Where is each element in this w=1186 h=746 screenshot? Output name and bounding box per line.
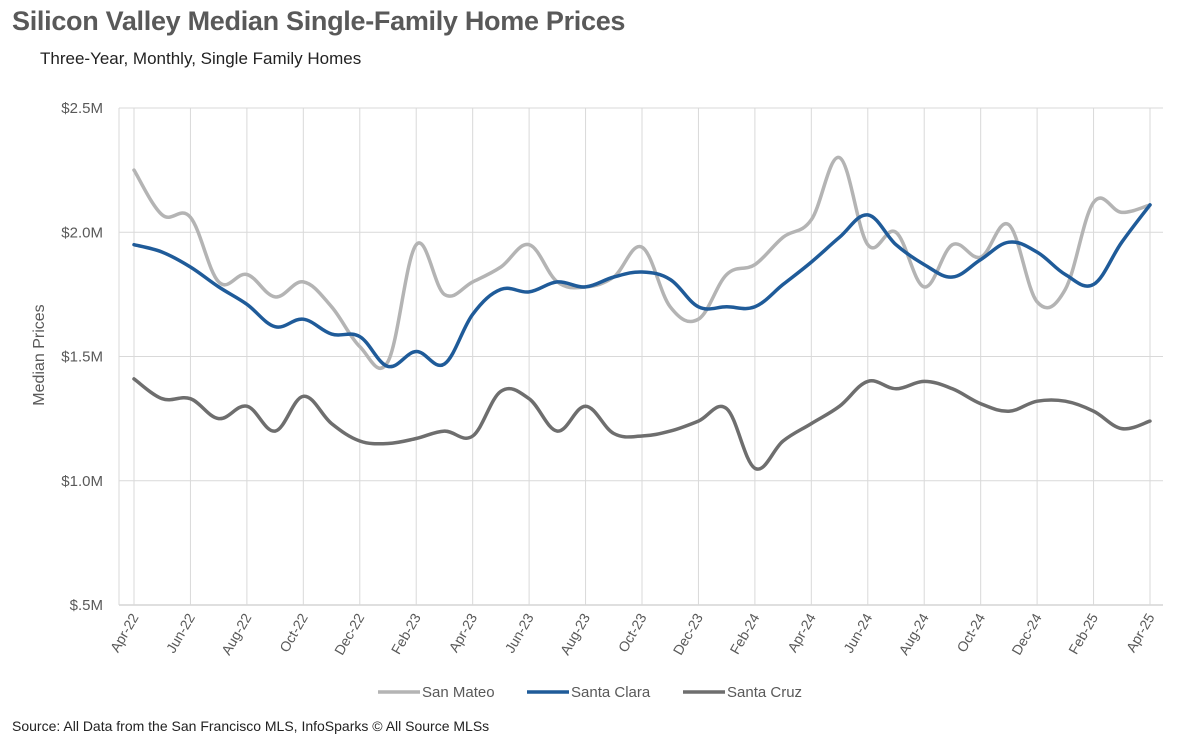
legend-item: Santa Cruz <box>683 684 802 701</box>
x-tick-label: Aug-24 <box>895 610 932 657</box>
x-tick-label: Apr-22 <box>107 610 142 655</box>
x-tick-label: Dec-23 <box>670 610 707 657</box>
x-tick-label: Oct-22 <box>276 610 311 655</box>
series-line-san-mateo <box>132 155 1152 371</box>
x-axis-ticks: Apr-22 Jun-22 Aug-22 Oct-22 Dec-22 Feb-23 Apr-… <box>107 610 1158 657</box>
legend-label: Santa Cruz <box>727 684 802 701</box>
y-tick-label: $1.0M <box>61 473 103 490</box>
y-tick-label: $2.5M <box>61 100 103 117</box>
source-note: Source: All Data from the San Francisco … <box>12 718 490 734</box>
x-tick-label: Apr-24 <box>784 610 819 655</box>
legend-label: Santa Clara <box>571 684 651 701</box>
x-tick-label: Feb-23 <box>388 610 424 657</box>
legend-label: San Mateo <box>422 684 495 701</box>
series-line-santa-cruz <box>132 377 1152 471</box>
x-tick-label: Jun-23 <box>501 610 536 655</box>
x-tick-label: Apr-23 <box>445 610 480 655</box>
legend-item: Santa Clara <box>527 684 651 701</box>
x-tick-label: Dec-22 <box>331 610 368 657</box>
x-tick-label: Feb-25 <box>1065 610 1101 657</box>
chart-title: Silicon Valley Median Single-Family Home… <box>12 6 626 36</box>
x-tick-label: Dec-24 <box>1008 610 1045 657</box>
legend-item: San Mateo <box>378 684 495 701</box>
x-tick-label: Oct-24 <box>953 610 988 655</box>
x-tick-label: Aug-22 <box>218 610 255 657</box>
y-tick-label: $2.0M <box>61 224 103 241</box>
y-axis-label: Median Prices <box>31 304 48 405</box>
y-tick-label: $1.5M <box>61 349 103 366</box>
x-tick-label: Oct-23 <box>615 610 650 655</box>
series-lines <box>132 155 1152 471</box>
x-tick-label: Jun-24 <box>840 610 875 655</box>
x-tick-label: Aug-23 <box>557 610 594 657</box>
x-tick-label: Apr-25 <box>1123 610 1158 655</box>
y-axis-ticks: $.5M $1.0M $1.5M $2.0M $2.5M <box>61 100 103 614</box>
x-tick-label: Jun-22 <box>163 610 198 655</box>
x-tick-label: Feb-24 <box>726 610 762 657</box>
series-line-santa-clara <box>132 203 1152 369</box>
legend: San Mateo Santa Clara Santa Cruz <box>378 684 802 701</box>
chart-subtitle: Three-Year, Monthly, Single Family Homes <box>40 49 362 68</box>
gridlines <box>118 107 1163 606</box>
y-tick-label: $.5M <box>70 597 103 614</box>
